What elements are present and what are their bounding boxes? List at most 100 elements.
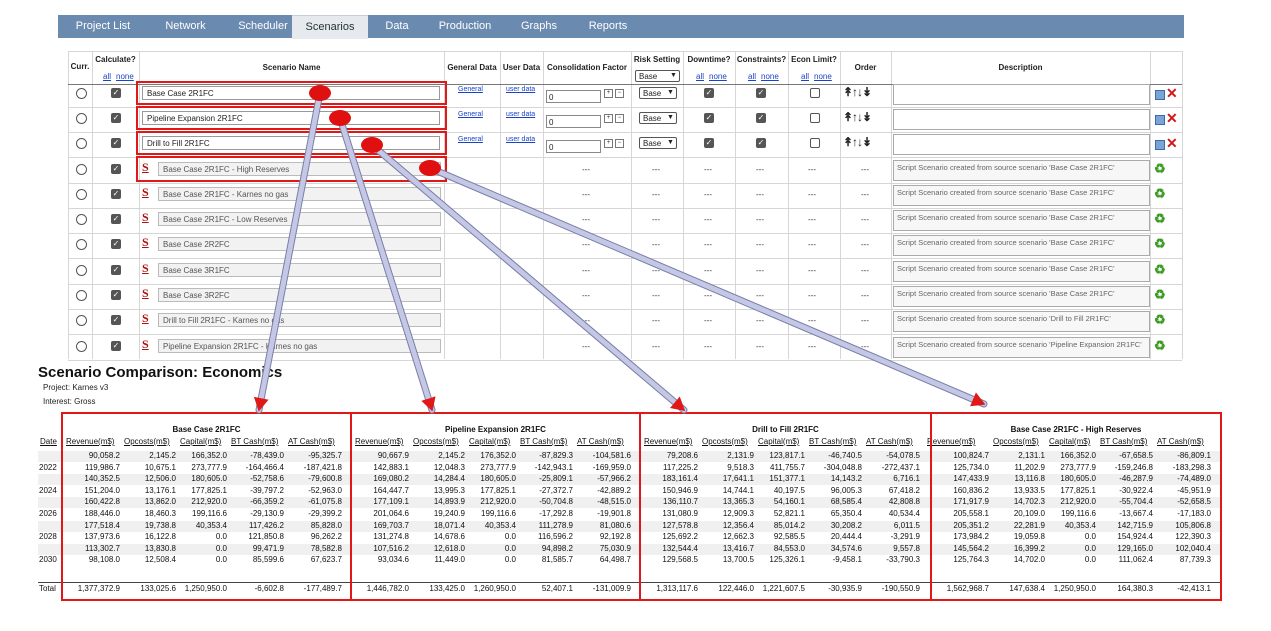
calculate-checkbox[interactable]: ✓	[111, 341, 121, 351]
general-data-link[interactable]: General	[458, 86, 483, 93]
none-link-constraints[interactable]: none	[761, 72, 779, 81]
calculate-checkbox[interactable]: ✓	[111, 189, 121, 199]
constraints-checkbox[interactable]: ✓	[756, 88, 766, 98]
risk-setting-header-select[interactable]: Base	[635, 70, 680, 82]
calculate-checkbox[interactable]: ✓	[111, 164, 121, 174]
all-link-constraints[interactable]: all	[748, 72, 757, 81]
downtime-checkbox[interactable]: ✓	[704, 138, 714, 148]
description-input[interactable]: Script Scenario created from source scen…	[893, 311, 1150, 332]
consolidation-factor-input[interactable]: 0	[546, 140, 601, 153]
current-radio[interactable]	[76, 265, 87, 276]
downtime-checkbox[interactable]: ✓	[704, 88, 714, 98]
copy-icon[interactable]	[1155, 140, 1165, 150]
refresh-icon[interactable]: ♻	[1154, 186, 1166, 201]
script-icon[interactable]: S	[142, 261, 149, 275]
current-radio[interactable]	[76, 290, 87, 301]
refresh-icon[interactable]: ♻	[1154, 287, 1166, 302]
delete-icon[interactable]: ✕	[1166, 110, 1178, 126]
none-link-econ-limit[interactable]: none	[814, 72, 832, 81]
constraints-checkbox[interactable]: ✓	[756, 138, 766, 148]
tab-reports[interactable]: Reports	[588, 20, 628, 32]
user-data-link[interactable]: user data	[506, 136, 536, 143]
minus-icon[interactable]: −	[615, 139, 624, 148]
calculate-checkbox[interactable]: ✓	[111, 138, 121, 148]
user-data-link[interactable]: user data	[506, 86, 536, 93]
econ-limit-checkbox[interactable]	[810, 88, 820, 98]
order-arrows-icon[interactable]: ↟↑↓↡	[843, 135, 872, 149]
scenario-name-input[interactable]: Drill to Fill 2R1FC - Karnes no gas	[158, 313, 441, 327]
calculate-checkbox[interactable]: ✓	[111, 290, 121, 300]
current-radio[interactable]	[76, 88, 87, 99]
order-arrows-icon[interactable]: ↟↑↓↡	[843, 85, 872, 99]
risk-setting-select[interactable]: Base	[639, 87, 677, 99]
consolidation-factor-input[interactable]: 0	[546, 115, 601, 128]
order-arrows-icon[interactable]: ↟↑↓↡	[843, 110, 872, 124]
none-link-calculate[interactable]: none	[116, 72, 134, 81]
delete-icon[interactable]: ✕	[1166, 85, 1178, 101]
description-input[interactable]	[893, 134, 1150, 155]
downtime-checkbox[interactable]: ✓	[704, 113, 714, 123]
calculate-checkbox[interactable]: ✓	[111, 315, 121, 325]
consolidation-factor-input[interactable]: 0	[546, 90, 601, 103]
scenario-name-input[interactable]: Drill to Fill 2R1FC	[142, 136, 440, 150]
tab-scheduler[interactable]: Scheduler	[238, 20, 288, 32]
plus-icon[interactable]: +	[604, 114, 613, 123]
refresh-icon[interactable]: ♻	[1154, 262, 1166, 277]
scenario-name-input[interactable]: Base Case 2R1FC - Karnes no gas	[158, 187, 441, 201]
calculate-checkbox[interactable]: ✓	[111, 239, 121, 249]
tab-graphs[interactable]: Graphs	[520, 20, 558, 32]
current-radio[interactable]	[76, 315, 87, 326]
minus-icon[interactable]: −	[615, 89, 624, 98]
copy-icon[interactable]	[1155, 115, 1165, 125]
current-radio[interactable]	[76, 214, 87, 225]
calculate-checkbox[interactable]: ✓	[111, 113, 121, 123]
script-icon[interactable]: S	[142, 185, 149, 199]
plus-icon[interactable]: +	[604, 89, 613, 98]
description-input[interactable]: Script Scenario created from source scen…	[893, 286, 1150, 307]
scenario-name-input[interactable]: Base Case 2R2FC	[158, 237, 441, 251]
calculate-checkbox[interactable]: ✓	[111, 265, 121, 275]
description-input[interactable]: Script Scenario created from source scen…	[893, 210, 1150, 231]
description-input[interactable]: Script Scenario created from source scen…	[893, 160, 1150, 181]
current-radio[interactable]	[76, 138, 87, 149]
none-link-downtime[interactable]: none	[709, 72, 727, 81]
current-radio[interactable]	[76, 189, 87, 200]
refresh-icon[interactable]: ♻	[1154, 338, 1166, 353]
script-icon[interactable]: S	[142, 210, 149, 224]
script-icon[interactable]: S	[142, 286, 149, 300]
all-link-downtime[interactable]: all	[696, 72, 705, 81]
tab-project-list[interactable]: Project List	[75, 20, 131, 32]
description-input[interactable]	[893, 109, 1150, 130]
description-input[interactable]: Script Scenario created from source scen…	[893, 337, 1150, 358]
delete-icon[interactable]: ✕	[1166, 135, 1178, 151]
tab-scenarios[interactable]: Scenarios	[292, 15, 368, 39]
current-radio[interactable]	[76, 239, 87, 250]
script-icon[interactable]: S	[142, 311, 149, 325]
calculate-checkbox[interactable]: ✓	[111, 88, 121, 98]
tab-data[interactable]: Data	[385, 20, 409, 32]
current-radio[interactable]	[76, 164, 87, 175]
copy-icon[interactable]	[1155, 90, 1165, 100]
scenario-name-input[interactable]: Base Case 2R1FC - High Reserves	[158, 162, 441, 176]
constraints-checkbox[interactable]: ✓	[756, 113, 766, 123]
description-input[interactable]: Script Scenario created from source scen…	[893, 235, 1150, 256]
general-data-link[interactable]: General	[458, 136, 483, 143]
econ-limit-checkbox[interactable]	[810, 138, 820, 148]
refresh-icon[interactable]: ♻	[1154, 236, 1166, 251]
econ-limit-checkbox[interactable]	[810, 113, 820, 123]
description-input[interactable]: Script Scenario created from source scen…	[893, 185, 1150, 206]
scenario-name-input[interactable]: Base Case 3R1FC	[158, 263, 441, 277]
all-link-calculate[interactable]: all	[103, 72, 112, 81]
risk-setting-select[interactable]: Base	[639, 112, 677, 124]
scenario-name-input[interactable]: Base Case 2R1FC - Low Reserves	[158, 212, 441, 226]
general-data-link[interactable]: General	[458, 111, 483, 118]
description-input[interactable]: Script Scenario created from source scen…	[893, 261, 1150, 282]
script-icon[interactable]: S	[142, 160, 149, 174]
current-radio[interactable]	[76, 113, 87, 124]
script-icon[interactable]: S	[142, 235, 149, 249]
refresh-icon[interactable]: ♻	[1154, 211, 1166, 226]
scenario-name-input[interactable]: Base Case 3R2FC	[158, 288, 441, 302]
description-input[interactable]	[893, 84, 1150, 105]
minus-icon[interactable]: −	[615, 114, 624, 123]
calculate-checkbox[interactable]: ✓	[111, 214, 121, 224]
